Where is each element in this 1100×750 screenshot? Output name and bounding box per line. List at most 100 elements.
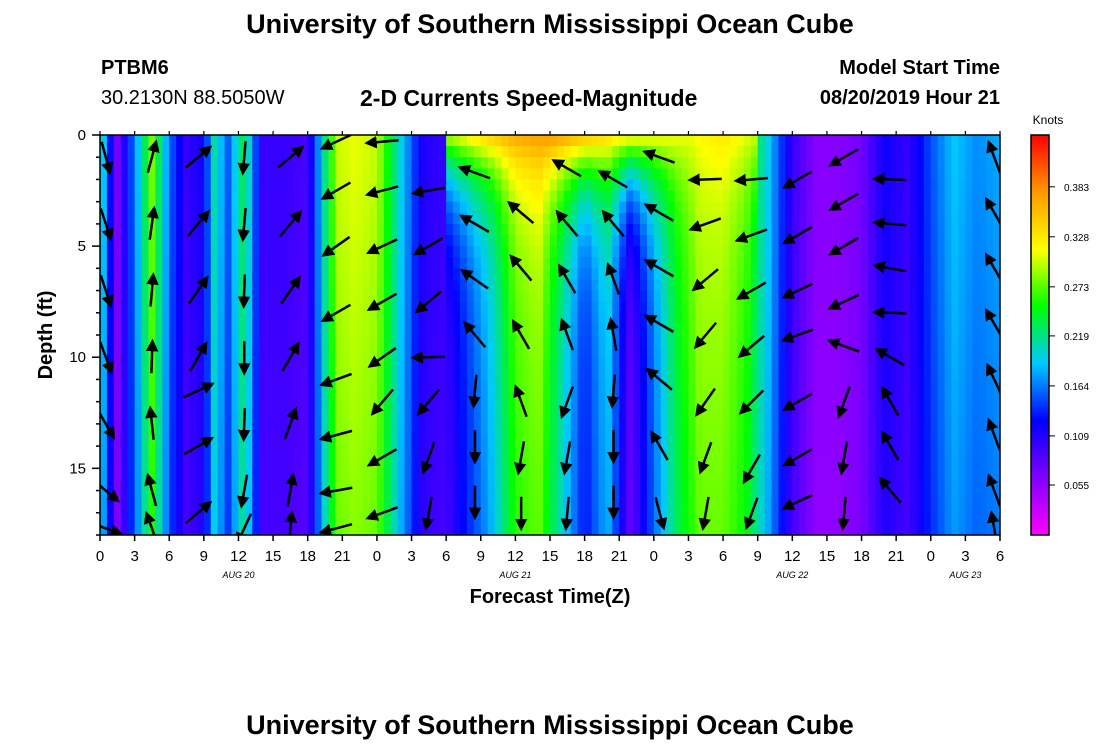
heatmap-cell [674,523,683,535]
heatmap-cell [667,257,676,269]
heatmap-cell [328,446,336,458]
heatmap-cell [141,301,150,314]
heatmap-cell [418,490,426,503]
heatmap-cell [764,479,773,492]
heatmap-cell [113,268,122,281]
heatmap-cell [972,279,980,292]
heatmap-cell [432,146,440,158]
heatmap-cell [404,190,413,203]
heatmap-cell [508,212,516,225]
heatmap-cell [286,290,295,303]
heatmap-cell [840,223,849,236]
heatmap-cell [813,312,821,325]
heatmap-cell [273,201,281,214]
heatmap-cell [390,279,399,292]
heatmap-cell [439,268,447,281]
heatmap-cell [113,257,122,269]
heatmap-cell [799,435,807,447]
heatmap-cell [743,423,752,436]
heatmap-cell [127,201,136,214]
heatmap-cell [930,435,939,447]
heatmap-cell [494,190,503,203]
heatmap-cell [383,268,392,281]
heatmap-cell [210,490,219,503]
heatmap-cell [356,301,364,314]
heatmap-cell [210,301,219,314]
heatmap-cell [584,479,593,492]
heatmap-cell [293,523,302,535]
heatmap-cell [300,157,309,169]
heatmap-cell [799,168,807,181]
heatmap-cell [494,135,503,147]
heatmap-cell [633,190,641,203]
heatmap-cell [847,312,856,325]
heatmap-cell [660,490,669,503]
heatmap-cell [930,168,939,181]
heatmap-cell [141,201,150,214]
heatmap-cell [466,412,475,425]
heatmap-cell [646,279,655,292]
heatmap-cell [183,301,191,314]
heatmap-cell [591,435,600,447]
heatmap-cell [155,279,163,292]
heatmap-cell [681,157,690,169]
heatmap-cell [951,512,960,525]
current-vector [281,341,300,372]
heatmap-cell [972,490,980,503]
heatmap-cell [120,457,129,469]
heatmap-cell [120,290,129,303]
heatmap-cell [619,368,627,381]
heatmap-cell [736,257,745,269]
heatmap-cell [390,146,399,158]
heatmap-cell [723,179,731,192]
heatmap-cell [750,401,759,414]
heatmap-cell [425,257,433,269]
heatmap-cell [453,135,461,147]
heatmap-cell [134,257,143,269]
heatmap-cell [951,246,960,258]
heatmap-cell [757,157,766,169]
heatmap-cell [480,257,489,269]
heatmap-cell [563,223,572,236]
heatmap-cell [522,335,530,347]
heatmap-cell [176,412,184,425]
heatmap-cell [785,246,793,258]
heatmap-cell [515,223,523,236]
heatmap-cell [370,135,378,147]
heatmap-cell [640,401,648,414]
heatmap-cell [840,268,849,281]
heatmap-cell [335,335,343,347]
heatmap-cell [307,368,316,381]
heatmap-cell [196,290,205,303]
heatmap-cell [820,301,828,314]
heatmap-cell [930,157,939,169]
heatmap-cell [480,212,489,225]
heatmap-cell [501,312,510,325]
heatmap-cell [979,390,987,403]
heatmap-cell [113,457,122,469]
heatmap-cell [584,146,593,158]
heatmap-cell [100,168,108,181]
heatmap-cell [854,190,863,203]
heatmap-cell [439,301,447,314]
heatmap-cell [986,223,994,236]
heatmap-cell [633,246,641,258]
heatmap-cell [134,457,143,469]
heatmap-cell [196,135,205,147]
heatmap-cell [543,390,551,403]
heatmap-cell [404,290,413,303]
heatmap-cell [266,490,274,503]
heatmap-cell [695,190,703,203]
heatmap-cell [335,512,343,525]
heatmap-cell [224,290,233,303]
heatmap-cell [190,435,198,447]
heatmap-cell [335,501,343,514]
heatmap-cell [688,501,696,514]
heatmap-cell [473,157,482,169]
heatmap-cell [570,212,579,225]
heatmap-cell [259,268,267,281]
heatmap-cell [397,457,406,469]
heatmap-cell [183,379,191,392]
heatmap-cell [259,135,267,147]
heatmap-cell [785,268,793,281]
